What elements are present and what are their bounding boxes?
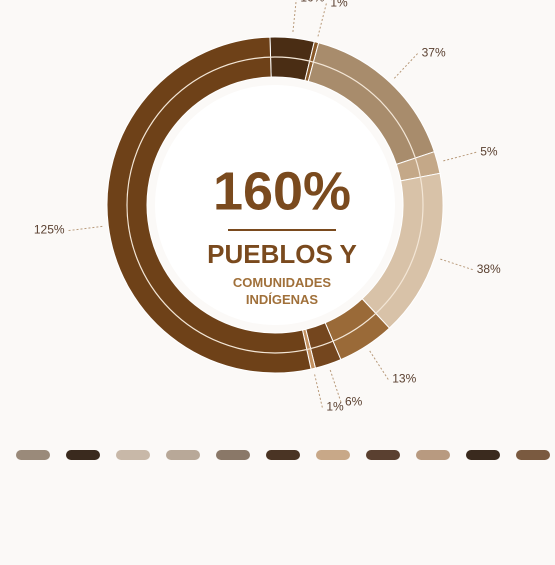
center-subtitle: COMUNIDADES INDÍGENAS — [232, 275, 332, 307]
leader-line — [440, 258, 473, 271]
leader-line — [369, 350, 389, 380]
leader-line — [314, 374, 323, 408]
center-title: PUEBLOS Y — [207, 239, 357, 269]
pill — [516, 450, 550, 460]
pill — [316, 450, 350, 460]
pill — [416, 450, 450, 460]
leader-line — [393, 53, 418, 79]
pill — [216, 450, 250, 460]
inner-ring — [126, 56, 424, 354]
data-label: 5% — [480, 144, 498, 158]
pill — [366, 450, 400, 460]
data-label: 13% — [392, 372, 416, 386]
leader-line — [443, 151, 477, 162]
data-label: 37% — [422, 46, 446, 60]
donut: 10%1%37%5%38%13%6%1%125% — [34, 0, 501, 414]
leader-line — [317, 3, 327, 37]
donut-segment — [106, 36, 312, 374]
leader-line — [292, 0, 297, 32]
pill — [166, 450, 200, 460]
center-value: 160% — [213, 161, 351, 221]
data-label: 10% — [300, 0, 324, 4]
data-label: 125% — [34, 223, 65, 237]
center-subtitle-box: COMUNIDADES INDÍGENAS — [232, 275, 332, 307]
legend-pills — [16, 450, 550, 460]
center-disc — [155, 85, 395, 325]
pill — [266, 450, 300, 460]
pill — [66, 450, 100, 460]
leader-line — [329, 369, 342, 403]
pill — [466, 450, 500, 460]
data-label: 1% — [326, 400, 344, 414]
pill — [116, 450, 150, 460]
leader-line — [68, 225, 103, 232]
pill — [16, 450, 50, 460]
data-label: 1% — [330, 0, 348, 10]
data-label: 38% — [477, 262, 501, 276]
data-label: 6% — [345, 394, 363, 408]
